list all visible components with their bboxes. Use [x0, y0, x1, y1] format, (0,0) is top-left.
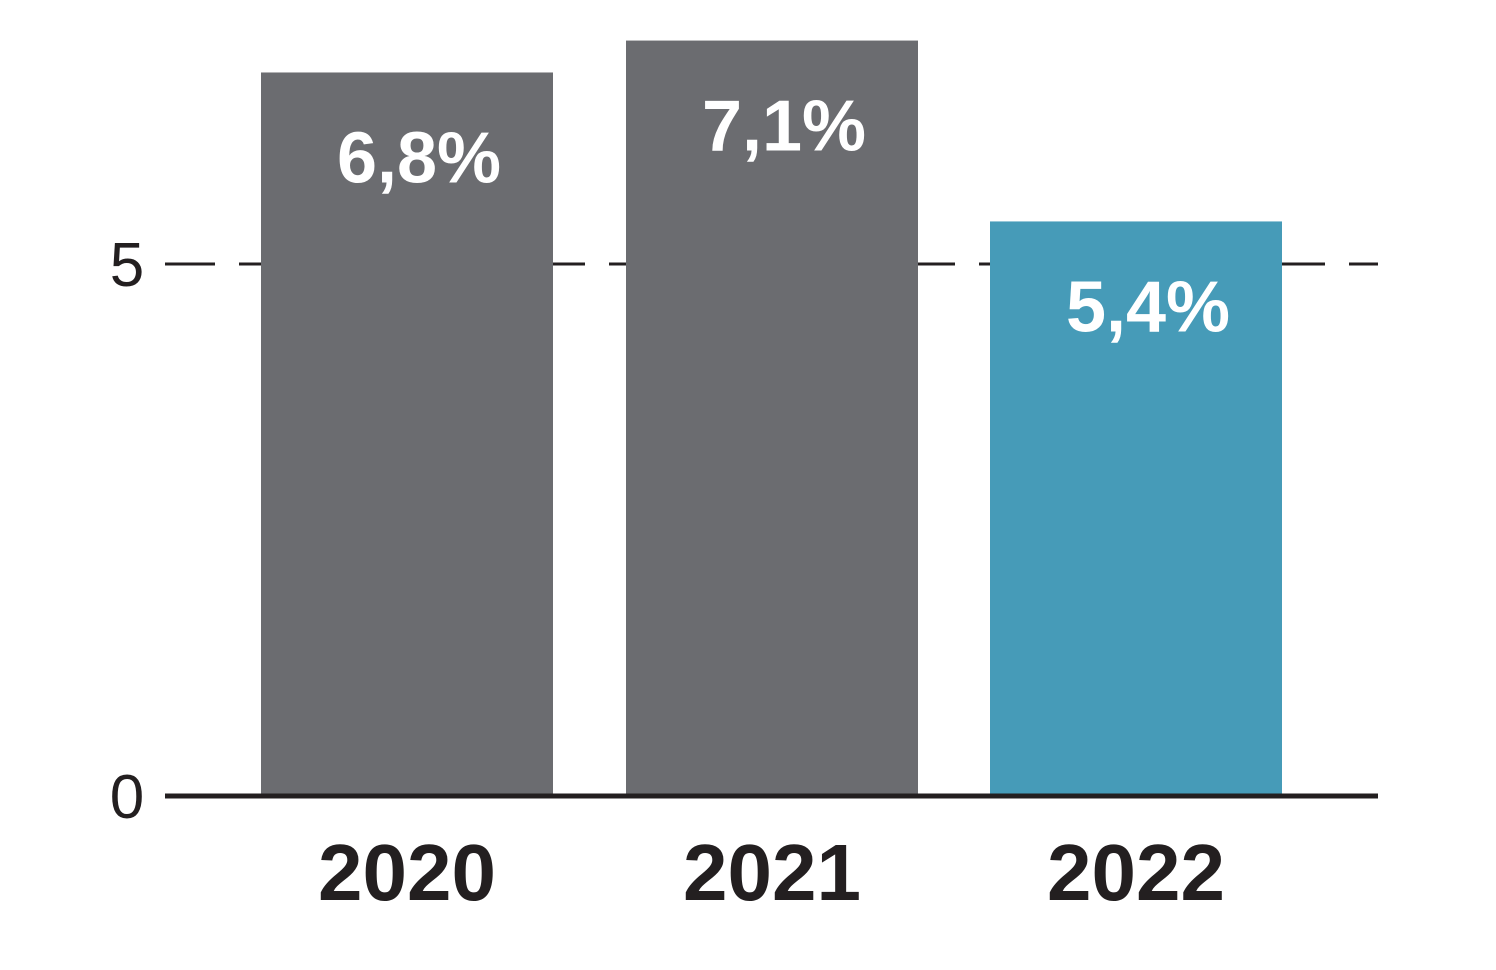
data-label-2022: 5,4% [1066, 267, 1230, 347]
x-tick-2022: 2022 [1047, 828, 1225, 917]
bars [261, 40, 1282, 797]
bar-2022 [990, 221, 1282, 796]
bar-2021 [626, 40, 918, 797]
x-tick-2020: 2020 [318, 828, 496, 917]
data-label-2021: 7,1% [702, 87, 866, 167]
data-labels: 6,8% 7,1% 5,4% [337, 87, 1230, 348]
y-tick-5: 5 [110, 231, 144, 300]
y-axis-ticks: 05 [110, 231, 144, 832]
bar-2020 [261, 72, 553, 797]
y-tick-0: 0 [110, 763, 144, 832]
x-tick-2021: 2021 [683, 828, 861, 917]
x-axis-ticks: 2020 2021 2022 [318, 828, 1225, 917]
data-label-2020: 6,8% [337, 118, 501, 198]
